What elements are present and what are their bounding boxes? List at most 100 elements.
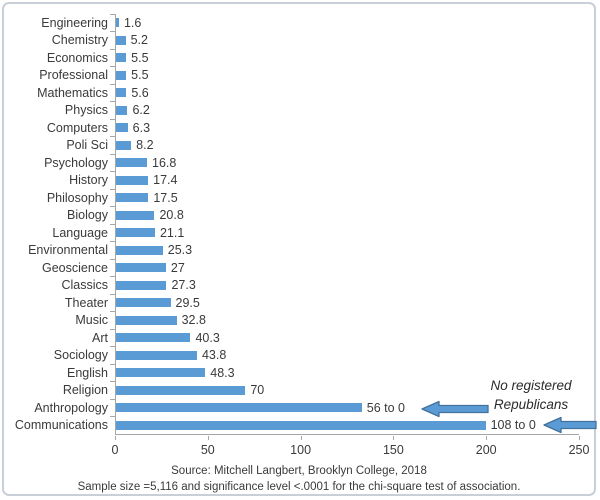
x-axis-tick xyxy=(393,436,395,440)
left-arrow-icon xyxy=(543,416,597,434)
chart-row: Engineering 1.6 xyxy=(8,13,578,32)
sample-size-caption: Sample size =5,116 and significance leve… xyxy=(77,481,521,493)
bar-track: 8.2 xyxy=(110,136,578,154)
x-axis-tick xyxy=(115,436,116,440)
x-axis: 0 50 100 150 200 250 xyxy=(112,434,589,457)
value-label: 16.8 xyxy=(152,155,177,170)
value-label: 40.3 xyxy=(195,330,220,345)
category-label: Religion xyxy=(62,383,108,398)
category-label: Mathematics xyxy=(37,85,108,100)
bar xyxy=(116,315,177,325)
bar-track: 29.5 xyxy=(110,293,578,312)
chart-row: Computers 6.3 xyxy=(8,118,578,137)
value-label: 8.2 xyxy=(136,138,154,153)
category-label: Engineering xyxy=(41,15,108,30)
category-label: Physics xyxy=(64,103,108,118)
category-label: Psychology xyxy=(44,155,108,170)
bar xyxy=(116,385,246,395)
chart-row: Biology 20.8 xyxy=(8,206,578,224)
bar xyxy=(116,18,119,28)
value-label: 21.1 xyxy=(159,225,185,240)
source-caption: Source: Mitchell Langbert, Brooklyn Coll… xyxy=(171,465,427,477)
category-label: Classics xyxy=(61,278,108,293)
value-label: 17.4 xyxy=(153,173,178,188)
bar-track: 17.5 xyxy=(110,188,578,207)
bar-track: 5.5 xyxy=(110,48,578,67)
value-label: 27 xyxy=(170,260,185,275)
bar xyxy=(116,193,149,203)
chart-row: English 48.3 xyxy=(8,363,578,382)
value-label: 5.6 xyxy=(131,85,149,100)
value-label: 108 to 0 xyxy=(490,418,536,433)
bar xyxy=(116,403,362,413)
bar-track: 48.3 xyxy=(110,363,578,382)
chart-row: Language 21.1 xyxy=(8,223,578,242)
chart-row: Theater 29.5 xyxy=(8,293,578,312)
category-label: Computers xyxy=(46,120,108,135)
chart-row: Professional 5.5 xyxy=(8,66,578,84)
value-label: 5.2 xyxy=(130,33,148,48)
bar xyxy=(116,123,128,133)
value-label: 27.3 xyxy=(171,278,196,293)
category-label: Communications xyxy=(14,418,108,433)
annotation-line-2: Republicans xyxy=(493,396,569,412)
chart-row: Religion 70 xyxy=(8,381,578,399)
chart-row: Chemistry 5.2 xyxy=(8,31,578,49)
bar-track: 56 to 0 xyxy=(110,398,578,417)
bar xyxy=(116,35,126,45)
chart-row: Anthropology 56 to 0 xyxy=(8,398,578,417)
chart-row: Sociology 43.8 xyxy=(8,346,578,364)
bar xyxy=(116,53,127,63)
bar xyxy=(116,158,148,168)
bar-track: 17.4 xyxy=(110,171,578,189)
value-label: 5.5 xyxy=(131,50,149,65)
chart-row: Classics 27.3 xyxy=(8,276,578,294)
category-label: Anthropology xyxy=(34,400,108,415)
value-label: 6.3 xyxy=(132,120,151,135)
x-axis-tick xyxy=(579,436,580,440)
chart-row: Environmental 25.3 xyxy=(8,241,578,259)
chart-frame: Engineering 1.6 Chemistry 5.2 Economics 5.5 Pr… xyxy=(2,2,597,496)
chart-row: Philosophy 17.5 xyxy=(8,188,578,207)
value-label: 56 to 0 xyxy=(366,400,406,415)
chart-row: Mathematics 5.6 xyxy=(8,83,578,102)
bar xyxy=(116,228,155,238)
bar-track: 43.8 xyxy=(110,346,578,364)
x-axis-tick-label: 0 xyxy=(111,443,119,457)
bar-track: 5.5 xyxy=(110,66,578,84)
category-label: Poli Sci xyxy=(66,138,108,153)
category-label: Environmental xyxy=(28,243,108,258)
bar-track: 70 xyxy=(110,381,578,399)
bar xyxy=(116,105,128,115)
bar xyxy=(116,298,171,308)
chart-row: Economics 5.5 xyxy=(8,48,578,67)
bar-track: 1.6 xyxy=(110,13,578,32)
x-axis-tick-label: 150 xyxy=(382,443,404,457)
bar-track: 21.1 xyxy=(110,223,578,242)
x-axis-tick xyxy=(300,436,302,440)
x-axis-tick xyxy=(207,436,209,440)
value-label: 32.8 xyxy=(181,313,206,328)
category-label: Art xyxy=(92,330,108,345)
bar xyxy=(116,368,206,378)
bar-track: 108 to 0 xyxy=(110,416,578,434)
x-axis-tick-label: 200 xyxy=(475,443,497,457)
category-label: Economics xyxy=(46,50,108,65)
chart-row: History 17.4 xyxy=(8,171,578,189)
bar xyxy=(116,420,486,430)
bar xyxy=(116,263,166,273)
category-label: Language xyxy=(52,225,108,240)
bar-track: 20.8 xyxy=(110,206,578,224)
x-axis-tick-label: 250 xyxy=(568,443,590,457)
category-label: Professional xyxy=(39,68,108,83)
chart-row: Music 32.8 xyxy=(8,311,578,329)
bar xyxy=(116,210,155,220)
bar xyxy=(116,245,163,255)
value-label: 5.5 xyxy=(131,68,149,83)
value-label: 17.5 xyxy=(153,190,178,205)
value-label: 25.3 xyxy=(167,243,193,258)
bar-track: 5.6 xyxy=(110,83,578,102)
value-label: 20.8 xyxy=(159,208,184,223)
bar-track: 25.3 xyxy=(110,241,578,259)
bar xyxy=(116,350,197,360)
